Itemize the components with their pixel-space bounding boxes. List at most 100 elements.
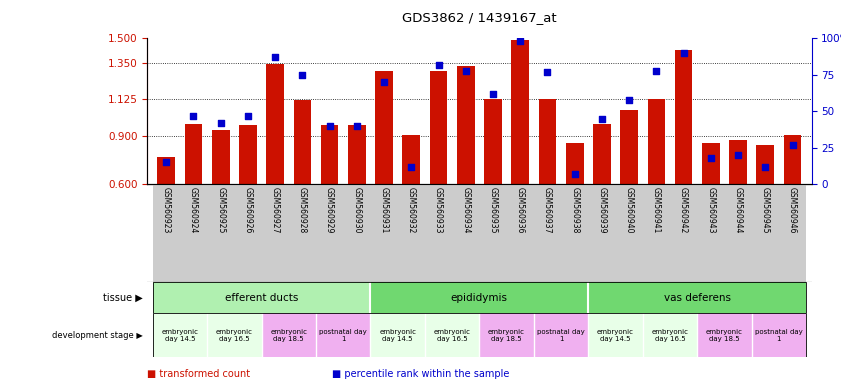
Text: GSM560933: GSM560933 <box>434 187 443 234</box>
Text: embryonic
day 16.5: embryonic day 16.5 <box>652 329 689 341</box>
Point <box>350 123 363 129</box>
Text: GSM560929: GSM560929 <box>325 187 334 233</box>
Bar <box>756 145 774 184</box>
Bar <box>343 184 370 282</box>
Text: GSM560930: GSM560930 <box>352 187 362 234</box>
Text: ■ percentile rank within the sample: ■ percentile rank within the sample <box>332 369 510 379</box>
Bar <box>185 124 203 184</box>
Bar <box>724 184 752 282</box>
Point <box>514 38 527 45</box>
Text: vas deferens: vas deferens <box>664 293 731 303</box>
Text: embryonic
day 18.5: embryonic day 18.5 <box>488 329 525 341</box>
Bar <box>370 184 398 282</box>
Text: GSM560938: GSM560938 <box>570 187 579 233</box>
Bar <box>589 313 643 357</box>
Bar <box>643 184 670 282</box>
Bar <box>534 184 561 282</box>
Point <box>649 68 663 74</box>
Text: GSM560926: GSM560926 <box>243 187 252 233</box>
Text: GSM560935: GSM560935 <box>489 187 498 234</box>
Bar <box>403 135 420 184</box>
Point <box>785 142 799 148</box>
Text: GSM560943: GSM560943 <box>706 187 716 234</box>
Bar <box>316 313 370 357</box>
Text: GSM560924: GSM560924 <box>189 187 198 233</box>
Bar <box>425 184 452 282</box>
Bar <box>697 313 752 357</box>
Text: embryonic
day 18.5: embryonic day 18.5 <box>706 329 743 341</box>
Text: GSM560932: GSM560932 <box>407 187 415 233</box>
Point <box>323 123 336 129</box>
Text: epididymis: epididymis <box>451 293 508 303</box>
Text: development stage ▶: development stage ▶ <box>52 331 143 339</box>
Bar <box>538 99 556 184</box>
Bar <box>752 184 779 282</box>
Bar <box>479 184 506 282</box>
Point <box>704 155 717 161</box>
Text: tissue ▶: tissue ▶ <box>103 293 143 303</box>
Bar <box>235 184 262 282</box>
Text: embryonic
day 16.5: embryonic day 16.5 <box>216 329 253 341</box>
Point <box>187 113 200 119</box>
Bar <box>207 313 262 357</box>
Text: GSM560923: GSM560923 <box>161 187 171 233</box>
Point <box>296 72 309 78</box>
Text: GSM560925: GSM560925 <box>216 187 225 233</box>
Point <box>214 120 227 126</box>
Bar <box>674 50 692 184</box>
Bar <box>779 184 807 282</box>
Bar <box>267 65 284 184</box>
Point <box>459 68 473 74</box>
Point <box>568 171 581 177</box>
Bar <box>320 125 338 184</box>
Bar <box>157 157 175 184</box>
Bar <box>152 313 207 357</box>
Bar <box>452 184 479 282</box>
Bar <box>430 71 447 184</box>
Text: GSM560931: GSM560931 <box>379 187 389 233</box>
Text: GSM560946: GSM560946 <box>788 187 797 234</box>
Bar <box>484 99 502 184</box>
Text: GSM560936: GSM560936 <box>516 187 525 234</box>
Text: GSM560934: GSM560934 <box>461 187 470 234</box>
Bar <box>621 110 638 184</box>
Text: GSM560945: GSM560945 <box>761 187 770 234</box>
Text: GSM560941: GSM560941 <box>652 187 661 233</box>
Bar <box>593 124 611 184</box>
Bar <box>207 184 235 282</box>
Bar <box>589 184 616 282</box>
Text: GDS3862 / 1439167_at: GDS3862 / 1439167_at <box>402 12 557 25</box>
Bar <box>294 100 311 184</box>
Bar <box>479 313 534 357</box>
Bar <box>534 313 589 357</box>
Bar <box>752 313 807 357</box>
Point <box>677 50 690 56</box>
Bar <box>262 313 316 357</box>
Text: GSM560928: GSM560928 <box>298 187 307 233</box>
Point <box>595 116 609 122</box>
Text: ■ transformed count: ■ transformed count <box>147 369 251 379</box>
Bar <box>643 313 697 357</box>
Point <box>268 54 282 60</box>
Bar <box>239 125 257 184</box>
Bar <box>561 184 589 282</box>
Bar <box>152 184 180 282</box>
Bar <box>784 135 801 184</box>
Bar <box>398 184 425 282</box>
Point <box>732 152 745 158</box>
Text: postnatal day
1: postnatal day 1 <box>755 329 803 341</box>
Text: GSM560927: GSM560927 <box>271 187 280 233</box>
Point <box>160 159 173 166</box>
Text: postnatal day
1: postnatal day 1 <box>320 329 368 341</box>
Point <box>431 61 445 68</box>
Bar <box>616 184 643 282</box>
Bar <box>316 184 343 282</box>
Bar <box>702 143 720 184</box>
Bar <box>212 130 230 184</box>
Bar <box>697 184 724 282</box>
Point <box>241 113 255 119</box>
Text: embryonic
day 16.5: embryonic day 16.5 <box>434 329 471 341</box>
Bar <box>511 40 529 184</box>
Bar <box>670 184 697 282</box>
Bar <box>262 184 288 282</box>
